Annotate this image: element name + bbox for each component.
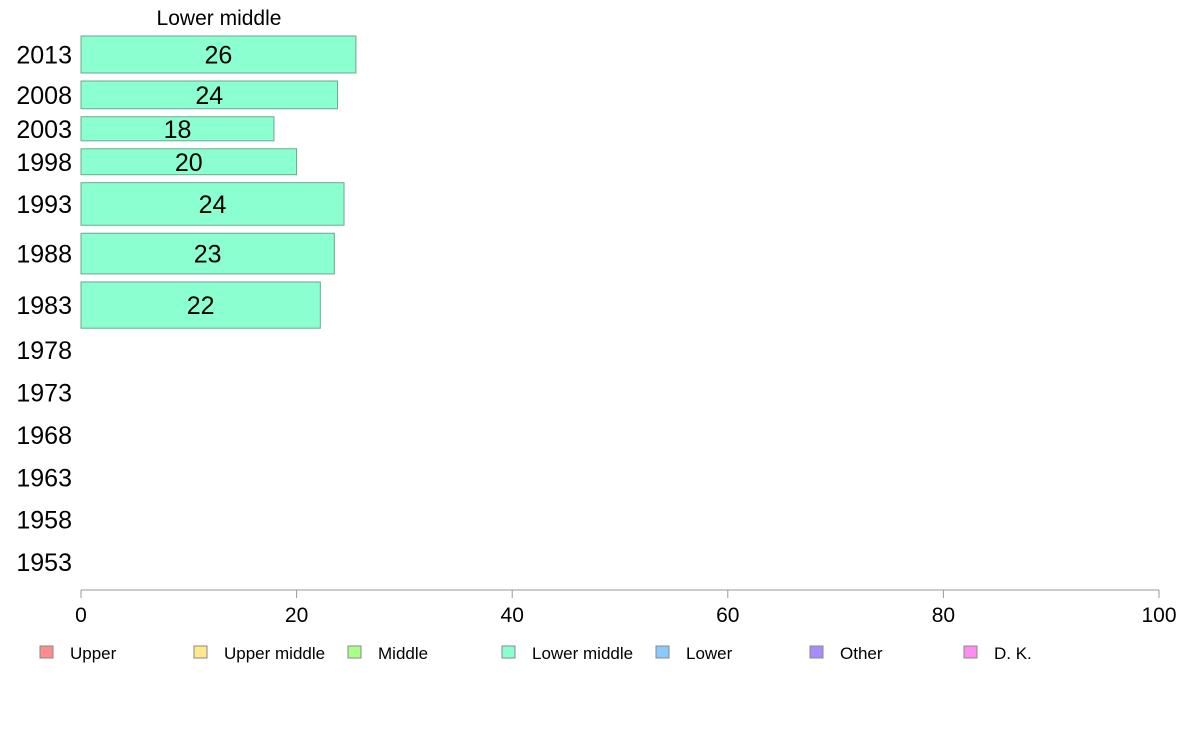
legend-label: D. K.: [994, 644, 1032, 663]
y-tick-label: 1988: [16, 241, 72, 269]
bar-value-label: 20: [175, 149, 203, 177]
legend-label: Lower: [686, 644, 733, 663]
legend-label: Lower middle: [532, 644, 633, 663]
y-tick-label: 1983: [16, 292, 72, 320]
y-tick-label: 2013: [16, 42, 72, 70]
bar-value-label: 24: [195, 82, 223, 110]
legend-label: Other: [840, 644, 883, 663]
y-tick-label: 1963: [16, 464, 72, 492]
legend-swatch: [655, 645, 670, 659]
bar-value-label: 18: [164, 116, 192, 144]
y-tick-label: 1953: [16, 549, 72, 577]
x-tick-label: 60: [716, 604, 739, 627]
x-axis: 0 20 40 60 80 100: [75, 589, 1177, 627]
legend: Upper Upper middle Middle Lower middle Lower…: [39, 644, 1032, 663]
x-tick-label: 20: [285, 604, 308, 627]
y-tick-label: 1998: [16, 149, 72, 177]
bar-1983: [80, 281, 321, 329]
panel-title: Lower middle: [157, 7, 282, 30]
y-axis-labels: 2013 2008 2003 1998 1993 1988 1983 1978 1973 1968…: [16, 42, 72, 578]
bar-1988: [80, 232, 335, 275]
legend-swatch: [193, 645, 208, 659]
legend-label: Upper middle: [224, 644, 325, 663]
x-tick-label: 0: [75, 604, 87, 627]
bar-1993: [80, 182, 345, 226]
y-tick-label: 2008: [16, 82, 72, 110]
bar-value-label: 22: [187, 292, 215, 320]
y-tick-label: 1958: [16, 507, 72, 535]
y-tick-label: 1973: [16, 380, 72, 408]
legend-label: Middle: [378, 644, 428, 663]
bar-value-label: 26: [205, 42, 233, 70]
bar-value-label: 23: [194, 241, 222, 269]
legend-swatch: [39, 645, 54, 659]
bar-2013: [80, 35, 357, 74]
legend-label: Upper: [70, 644, 117, 663]
legend-swatch: [809, 645, 824, 659]
y-tick-label: 1993: [16, 191, 72, 219]
bar-2008: [80, 80, 339, 110]
bar-value-label: 24: [199, 191, 227, 219]
legend-swatch: [963, 645, 978, 659]
x-tick-label: 80: [932, 604, 955, 627]
bar-2003: [80, 116, 275, 142]
legend-swatch: [501, 645, 516, 659]
x-tick-label: 100: [1141, 604, 1176, 627]
y-tick-label: 2003: [16, 116, 72, 144]
y-tick-label: 1968: [16, 422, 72, 450]
bar-1998: [80, 148, 298, 176]
y-tick-label: 1978: [16, 337, 72, 365]
x-tick-label: 40: [501, 604, 524, 627]
legend-swatch: [347, 645, 362, 659]
